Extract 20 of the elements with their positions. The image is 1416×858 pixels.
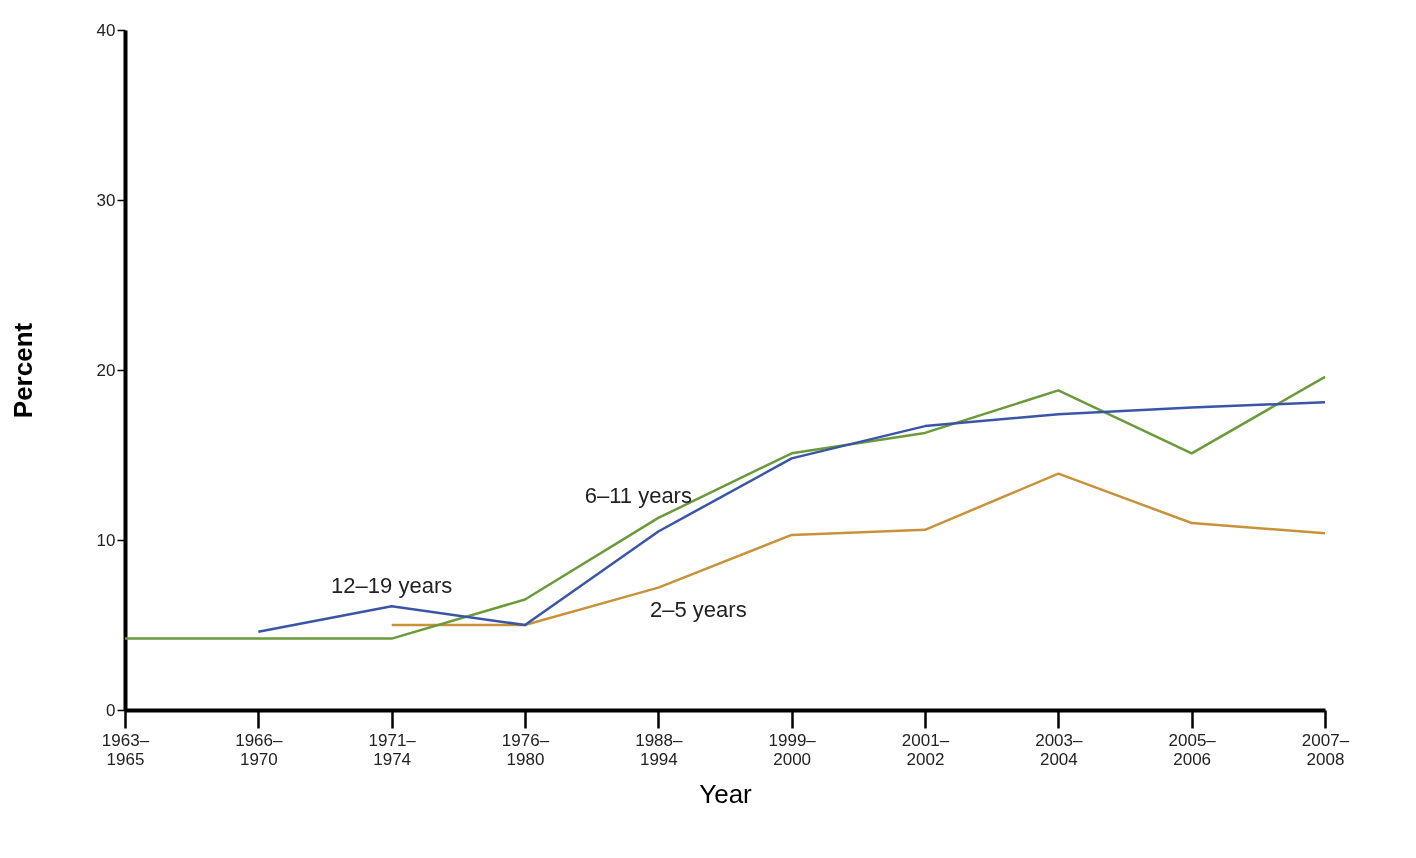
series-label: 12–19 years [331,573,453,599]
y-tick-label: 0 [106,700,116,720]
x-tick-label: 1988–1994 [635,730,684,769]
y-tick-label: 10 [96,530,116,550]
x-tick-label: 2007–2008 [1301,730,1350,769]
x-tick-label: 1971–1974 [368,730,417,769]
x-axis-title: Year [699,778,753,809]
y-tick-label: 40 [96,20,116,40]
x-tick-label: 2005–2006 [1168,730,1217,769]
x-tick-label: 1963–1965 [101,730,150,769]
x-tick-label: 1999–2000 [768,730,817,769]
y-axis-title: Percent [7,322,38,419]
x-tick-label: 1976–1980 [501,730,550,769]
x-tick-label: 2003–2004 [1035,730,1084,769]
series-label: 2–5 years [650,596,747,622]
x-tick-label: 1966–1970 [235,730,284,769]
x-tick-label: 2001–2002 [901,730,950,769]
y-tick-label: 30 [96,190,116,210]
series-label: 6–11 years [584,482,692,508]
y-tick-label: 20 [96,360,116,380]
